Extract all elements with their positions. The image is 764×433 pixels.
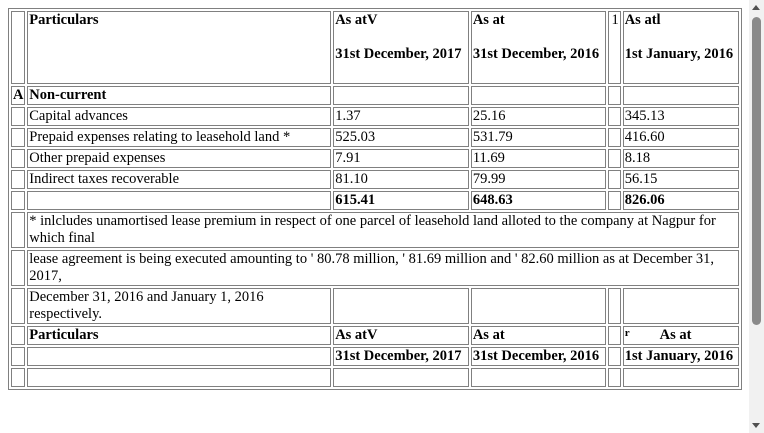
table-row-cut-off <box>11 368 739 387</box>
header2-col2-bottom: 31st December, 2016 <box>470 347 607 366</box>
blank-cell <box>27 368 332 387</box>
section-label: Non-current <box>27 86 332 105</box>
note-row: lease agreement is being executed amount… <box>11 250 739 286</box>
table-row: Indirect taxes recoverable 81.10 79.99 5… <box>11 170 739 189</box>
blank-cell <box>333 86 469 105</box>
blank-cell <box>608 368 621 387</box>
particulars-heading-2: Particulars <box>27 326 332 345</box>
header2-col3-marker: r <box>624 327 630 339</box>
blank-cell <box>622 368 739 387</box>
blank-cell <box>608 128 621 147</box>
footnote-line-1: * inlcludes unamortised lease premium in… <box>27 212 739 248</box>
blank-cell <box>11 250 26 286</box>
footnote-line-3: December 31, 2016 and January 1, 2016 re… <box>27 288 332 324</box>
header-col1-bottom: 31st December, 2017 <box>335 46 462 62</box>
header2-col1-bottom: 31st December, 2017 <box>333 347 469 366</box>
section-row: A Non-current <box>11 86 739 105</box>
total-col2: 648.63 <box>470 191 607 210</box>
header2-col1-top: As atV <box>333 326 469 345</box>
row-value-col3: 8.18 <box>622 149 739 168</box>
total-col3: 826.06 <box>622 191 739 210</box>
row-value-col2: 11.69 <box>470 149 607 168</box>
header-col2-top: As at <box>472 12 505 28</box>
blank-cell <box>622 288 739 324</box>
blank-cell <box>27 191 332 210</box>
row-label: Indirect taxes recoverable <box>27 170 332 189</box>
blank-cell <box>470 288 607 324</box>
table-row: Other prepaid expenses 7.91 11.69 8.18 <box>11 149 739 168</box>
row-label: Capital advances <box>27 107 332 126</box>
header-col2: As at 31st December, 2016 <box>470 11 607 84</box>
note-row: * inlcludes unamortised lease premium in… <box>11 212 739 248</box>
blank-cell <box>11 170 26 189</box>
blank-cell <box>11 191 26 210</box>
header-col1-top: As atV <box>335 12 378 28</box>
blank-cell <box>333 368 469 387</box>
header-col1: As atV 31st December, 2017 <box>333 11 469 84</box>
row-label: Prepaid expenses relating to leasehold l… <box>27 128 332 147</box>
row-value-col1: 7.91 <box>333 149 469 168</box>
blank-cell <box>470 368 607 387</box>
blank-cell <box>27 347 332 366</box>
total-row: 615.41 648.63 826.06 <box>11 191 739 210</box>
row-label: Other prepaid expenses <box>27 149 332 168</box>
header-col3: As atl 1st January, 2016 <box>622 11 739 84</box>
particulars-heading: Particulars <box>27 11 332 84</box>
total-col1: 615.41 <box>333 191 469 210</box>
blank-cell <box>470 86 607 105</box>
blank-cell <box>608 347 621 366</box>
blank-cell <box>608 288 621 324</box>
row-value-col3: 416.60 <box>622 128 739 147</box>
blank-cell <box>608 170 621 189</box>
blank-cell <box>11 107 26 126</box>
row-value-col1: 1.37 <box>333 107 469 126</box>
financial-table: Particulars As atV 31st December, 2017 A… <box>8 8 742 390</box>
header-row: Particulars As atV 31st December, 2017 A… <box>11 11 739 84</box>
row-value-col1: 525.03 <box>333 128 469 147</box>
scroll-down-arrow-icon[interactable] <box>749 418 764 433</box>
section-marker: A <box>11 86 26 105</box>
blank-cell <box>11 326 26 345</box>
row-value-col3: 345.13 <box>622 107 739 126</box>
vertical-scrollbar[interactable] <box>749 0 764 433</box>
blank-cell <box>333 288 469 324</box>
blank-cell <box>608 107 621 126</box>
blank-cell <box>11 288 26 324</box>
table-row: Capital advances 1.37 25.16 345.13 <box>11 107 739 126</box>
blank-cell <box>608 191 621 210</box>
blank-cell <box>11 149 26 168</box>
blank-cell <box>11 368 26 387</box>
header2-col3-top-cell: r As at <box>622 326 739 345</box>
row-value-col3: 56.15 <box>622 170 739 189</box>
row-value-col1: 81.10 <box>333 170 469 189</box>
row-value-col2: 79.99 <box>470 170 607 189</box>
blank-cell <box>608 86 621 105</box>
note-row: December 31, 2016 and January 1, 2016 re… <box>11 288 739 324</box>
blank-cell <box>608 326 621 345</box>
scrollbar-thumb[interactable] <box>752 17 761 325</box>
header-row-2: Particulars As atV As at r As at <box>11 326 739 345</box>
table-row: Prepaid expenses relating to leasehold l… <box>11 128 739 147</box>
header-col3-bottom: 1st January, 2016 <box>624 46 734 62</box>
header-col3-marker: 1 <box>608 11 621 84</box>
header2-col3-top: As at <box>659 327 692 343</box>
row-value-col2: 531.79 <box>470 128 607 147</box>
row-value-col2: 25.16 <box>470 107 607 126</box>
blank-cell <box>622 86 739 105</box>
header-col2-bottom: 31st December, 2016 <box>472 46 600 62</box>
blank-cell <box>11 212 26 248</box>
blank-cell <box>11 347 26 366</box>
blank-cell <box>11 11 26 84</box>
blank-cell <box>608 149 621 168</box>
blank-cell <box>11 128 26 147</box>
header2-col2-top: As at <box>470 326 607 345</box>
header-col3-top: As atl <box>624 12 661 28</box>
scroll-up-arrow-icon[interactable] <box>749 0 764 15</box>
header2-col3-bottom: 1st January, 2016 <box>622 347 739 366</box>
footnote-line-2: lease agreement is being executed amount… <box>27 250 739 286</box>
header-row-2-dates: 31st December, 2017 31st December, 2016 … <box>11 347 739 366</box>
